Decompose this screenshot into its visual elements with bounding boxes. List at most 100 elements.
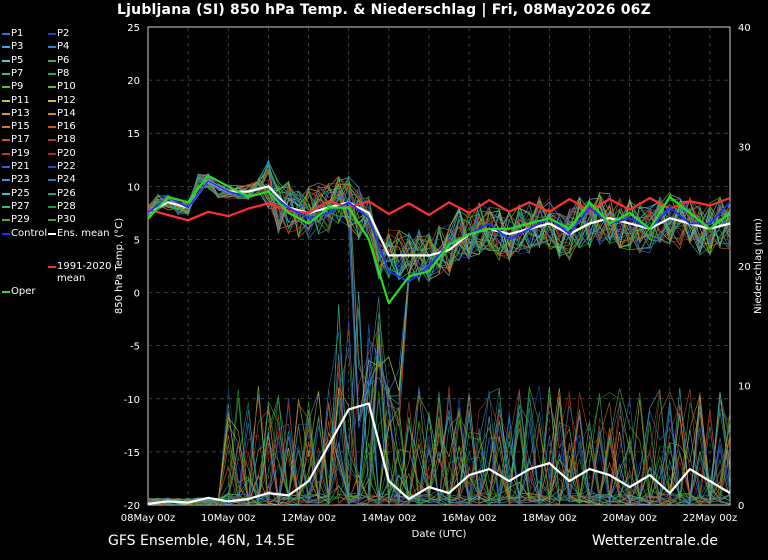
legend-label: Control	[11, 227, 48, 239]
legend-swatch	[2, 112, 10, 115]
y-tick-label: -5	[130, 342, 140, 353]
precip-member-line	[147, 304, 731, 506]
temp-ens-mean-line	[147, 179, 731, 257]
y2-axis-label: Niederschlag (mm)	[753, 218, 764, 314]
legend-swatch	[2, 126, 10, 129]
temp-oper-line	[147, 174, 731, 305]
precip-member-line	[147, 385, 731, 506]
legend-swatch	[48, 179, 56, 182]
legend-swatch	[2, 205, 10, 208]
legend-label: P30	[57, 214, 76, 226]
y-tick-label: -15	[124, 448, 140, 459]
y-tick-label: 0	[134, 289, 140, 300]
temp-member-line	[147, 173, 731, 276]
precip-member-line	[147, 335, 731, 506]
legend-swatch	[48, 46, 56, 49]
legend-label: P13	[11, 107, 30, 119]
y2-axis-ticks: 40 30 20 10 0	[738, 23, 751, 512]
legend-swatch	[2, 59, 10, 62]
legend-label: P12	[57, 94, 76, 106]
legend-swatch	[2, 33, 10, 35]
x-tick-label: 10May 00z	[201, 513, 256, 524]
legend-swatch	[48, 33, 56, 35]
temp-member-line	[147, 171, 731, 273]
legend-label: P18	[57, 134, 76, 146]
x-tick-label: 20May 00z	[602, 513, 657, 524]
y-tick-label: 20	[127, 76, 140, 87]
legend-label: P2	[57, 28, 70, 39]
legend-label: P26	[57, 187, 76, 199]
footer-source: Wetterzentrale.de	[591, 533, 718, 549]
y-tick-label: 10	[127, 182, 140, 193]
precip-member-line	[147, 391, 731, 506]
legend-swatch	[2, 232, 10, 235]
temp-member-line	[147, 175, 731, 279]
legend-swatch	[48, 112, 56, 115]
x-axis-ticks: 08May 00z 10May 00z 12May 00z 14May 00z 16Ma…	[121, 513, 737, 524]
legend-swatch	[48, 126, 56, 129]
precip-member-line	[147, 391, 731, 506]
legend-label: P16	[57, 121, 76, 133]
chart-title: Ljubljana (SI) 850 hPa Temp. & Niedersch…	[117, 2, 651, 18]
legend-swatch	[2, 139, 10, 142]
y-axis-label: 850 hPa Temp. (°C)	[114, 218, 125, 314]
legend-swatch	[2, 99, 10, 102]
legend-label: P7	[11, 67, 24, 79]
legend-label: P25	[11, 187, 30, 199]
y-tick-label: 25	[127, 23, 140, 34]
legend-label: P28	[57, 200, 76, 212]
legend-swatch	[2, 72, 10, 75]
legend-label: P8	[57, 67, 70, 79]
legend-swatch	[48, 232, 56, 235]
legend-label: P5	[11, 54, 24, 66]
precip-member-line	[147, 385, 731, 506]
legend-label: P3	[11, 41, 24, 53]
x-axis-label: Date (UTC)	[412, 529, 467, 540]
precip-member-line	[147, 361, 731, 506]
legend-swatch	[48, 265, 56, 268]
y-tick-label: -10	[124, 395, 140, 406]
legend-label: P11	[11, 94, 30, 106]
legend-label: Oper	[11, 286, 36, 298]
legend-swatch	[48, 72, 56, 75]
legend-label: Ens. mean	[57, 227, 110, 239]
series-group	[147, 174, 731, 505]
temp-1991-2020-mean-line	[147, 196, 731, 222]
x-tick-label: 18May 00z	[522, 513, 577, 524]
legend-swatch	[48, 205, 56, 208]
x-tick-label: 14May 00z	[362, 513, 417, 524]
legend-swatch	[2, 219, 10, 222]
y2-tick-label: 10	[738, 382, 751, 393]
precip-ens-mean-line	[147, 402, 731, 505]
legend-swatch	[2, 192, 10, 195]
y-tick-label: 15	[127, 129, 140, 140]
x-tick-label: 16May 00z	[442, 513, 497, 524]
precip-member-line	[147, 389, 731, 506]
legend-label: P27	[11, 200, 30, 212]
legend-label: P17	[11, 134, 30, 146]
legend-label: P21	[11, 161, 30, 172]
legend-label: P10	[57, 81, 76, 93]
legend-label: P9	[11, 81, 24, 93]
legend-label: P14	[57, 107, 76, 119]
legend-label: P20	[57, 147, 76, 159]
precip-member-line	[147, 304, 731, 505]
legend-swatch	[48, 99, 56, 102]
legend-label: P15	[11, 121, 30, 133]
y2-tick-label: 30	[738, 143, 751, 154]
legend-swatch	[48, 166, 56, 168]
y-tick-label: 5	[134, 235, 140, 246]
legend-swatch	[2, 152, 10, 155]
legend-label: P22	[57, 161, 76, 172]
legend-swatch	[48, 219, 56, 222]
legend-label: P24	[57, 174, 76, 186]
legend-label: P19	[11, 147, 30, 159]
legend-swatch	[2, 86, 10, 89]
legend-label: P4	[57, 41, 70, 53]
legend-label: P6	[57, 54, 70, 66]
x-tick-label: 22May 00z	[683, 513, 738, 524]
legend-swatch	[2, 46, 10, 49]
y-tick-label: -20	[124, 501, 140, 512]
legend-label: P23	[11, 174, 30, 186]
